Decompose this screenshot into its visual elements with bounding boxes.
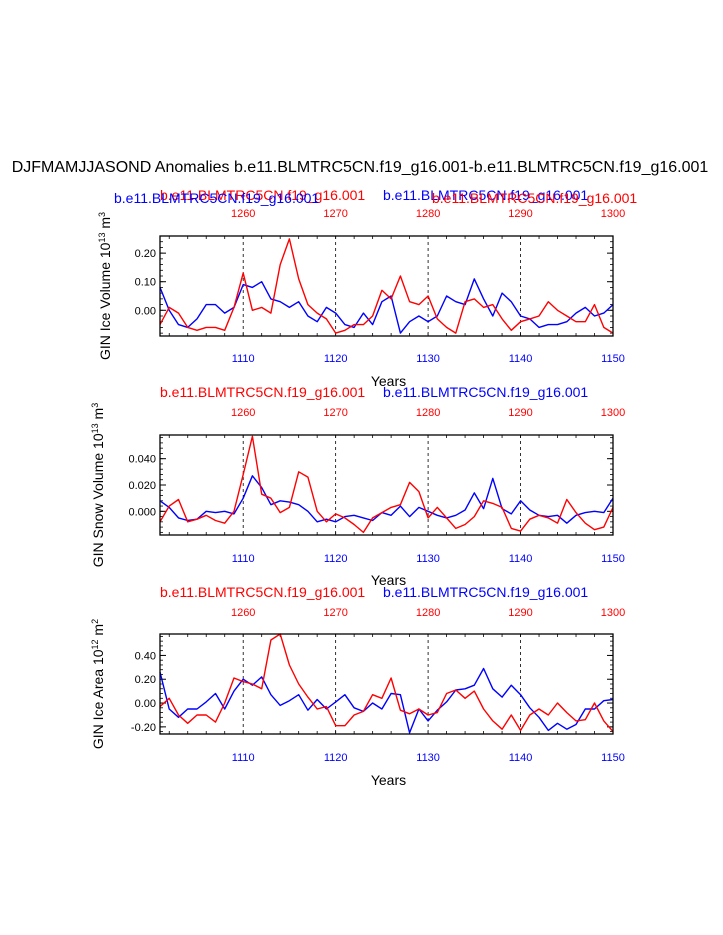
x-bottom-tick-label: 1120 [324, 553, 348, 565]
x-bottom-tick-label: 1130 [416, 752, 440, 764]
top-title-blue: b.e11.BLMTRC5CN.f19_g16.001 [383, 187, 588, 203]
x-bottom-tick-label: 1120 [324, 752, 348, 764]
x-top-tick-label: 1300 [601, 607, 625, 619]
x-top-tick-label: 1270 [323, 607, 347, 619]
y-tick-label: 0.40 [135, 650, 156, 662]
y-tick-label: 0.00 [135, 305, 156, 317]
x-bottom-tick-label: 1130 [416, 553, 440, 565]
y-axis-label-part: GIN Ice Area 10 [90, 649, 106, 749]
y-axis-label-part: 13 [90, 423, 100, 433]
x-bottom-tick-label: 1110 [232, 752, 255, 764]
x-bottom-tick-label: 1150 [601, 752, 625, 764]
x-top-tick-label: 1290 [508, 407, 532, 419]
x-top-tick-label: 1290 [508, 208, 532, 220]
x-top-tick-label: 1270 [323, 208, 347, 220]
y-tick-label: 0.000 [128, 506, 156, 518]
x-top-tick-label: 1280 [416, 208, 440, 220]
x-top-tick-label: 1300 [601, 407, 625, 419]
x-axis-label: Years [371, 373, 406, 389]
y-axis-label: GIN Snow Volume 1013 m3 [90, 403, 106, 567]
x-axis-label: Years [371, 772, 406, 788]
x-bottom-tick-label: 1120 [324, 353, 348, 365]
x-bottom-tick-label: 1110 [232, 353, 255, 365]
y-tick-label: 0.20 [135, 248, 156, 260]
x-top-tick-label: 1290 [508, 607, 532, 619]
top-title-blue: b.e11.BLMTRC5CN.f19_g16.001 [383, 384, 588, 400]
x-bottom-tick-label: 1150 [601, 553, 625, 565]
x-top-tick-label: 1260 [231, 208, 255, 220]
x-bottom-tick-label: 1140 [509, 353, 533, 365]
x-bottom-tick-label: 1130 [416, 353, 440, 365]
panel-3: -0.20 0.00 0.20 0.40 1110 1120 1130 1140 1150 126… [90, 584, 625, 788]
y-axis-label-part: m [97, 217, 113, 233]
y-axis-label-part: 12 [90, 639, 100, 649]
top-title-red: b.e11.BLMTRC5CN.f19_g16.001 [160, 584, 365, 600]
panel-1: 0.00 0.10 0.20 1110 1120 1130 1140 1150 1260 1270… [97, 187, 637, 389]
y-tick-label: 0.00 [135, 698, 156, 710]
x-top-tick-label: 1300 [601, 208, 625, 220]
x-bottom-tick-label: 1150 [601, 353, 625, 365]
overlap-title-blue: b.e11.BLMTRC5CN.f19_g16.001 [114, 190, 319, 206]
y-tick-label: 0.20 [135, 674, 156, 686]
y-tick-label: -0.20 [131, 722, 156, 734]
x-axis-label: Years [371, 572, 406, 588]
y-axis-label: GIN Ice Area 1012 m2 [90, 619, 106, 749]
y-axis-label-part: m [90, 624, 106, 640]
y-tick-label: 0.10 [135, 277, 156, 289]
x-top-tick-label: 1270 [323, 407, 347, 419]
chart-title: DJFMAMJJASOND Anomalies b.e11.BLMTRC5CN.… [12, 159, 709, 176]
x-top-tick-label: 1260 [231, 607, 255, 619]
y-axis-label-part: 3 [90, 403, 100, 408]
series-line-blue [159, 475, 614, 524]
y-axis-label-part: GIN Snow Volume 10 [90, 433, 106, 567]
x-top-tick-label: 1280 [416, 407, 440, 419]
plot-frame [159, 434, 614, 536]
x-top-tick-label: 1260 [231, 407, 255, 419]
plot-frame [159, 633, 614, 735]
y-axis-label: GIN Ice Volume 1013 m3 [97, 212, 113, 360]
series-line-red [159, 435, 614, 534]
x-bottom-tick-label: 1110 [232, 553, 255, 565]
series-line-blue [159, 667, 614, 734]
x-top-tick-label: 1280 [416, 607, 440, 619]
y-axis-label-part: GIN Ice Volume 10 [97, 242, 113, 360]
y-axis-label-part: m [90, 408, 106, 424]
panel-2: 0.000 0.020 0.040 1110 1120 1130 1140 1150 1260 1… [90, 384, 625, 588]
overlap-title-red: b.e11.BLMTRC5CN.f19_g16.001 [432, 190, 637, 206]
plot-frame [159, 235, 614, 337]
y-tick-label: 0.020 [128, 480, 156, 492]
top-title-blue: b.e11.BLMTRC5CN.f19_g16.001 [383, 584, 588, 600]
x-bottom-tick-label: 1140 [509, 752, 533, 764]
x-bottom-tick-label: 1140 [509, 553, 533, 565]
y-axis-label-part: 13 [97, 233, 107, 243]
series-line-red [159, 633, 614, 733]
y-axis-label-part: 3 [97, 212, 107, 217]
series-line-red [159, 238, 614, 334]
top-title-red: b.e11.BLMTRC5CN.f19_g16.001 [160, 187, 365, 203]
top-title-red: b.e11.BLMTRC5CN.f19_g16.001 [160, 384, 365, 400]
y-axis-label-part: 2 [90, 619, 100, 624]
y-tick-label: 0.040 [128, 454, 156, 466]
